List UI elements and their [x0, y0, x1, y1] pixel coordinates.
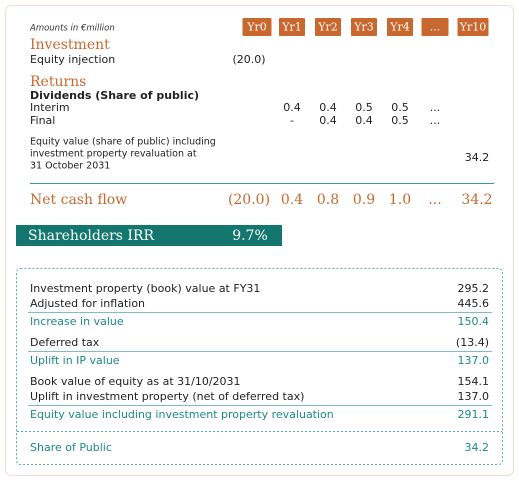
year-label: Yr3 [353, 21, 374, 34]
valuation-label: Deferred tax [30, 336, 100, 349]
valuation-label: Investment property (book) value at FY31 [30, 282, 260, 295]
valuation-label: Increase in value [30, 315, 124, 328]
note-line: investment property revaluation at [30, 149, 197, 160]
year-header [279, 18, 305, 36]
valuation-value: 154.1 [458, 375, 490, 388]
cell-value: 0.4 [355, 114, 373, 127]
irr-box [16, 225, 282, 246]
cell-value: 1.0 [389, 192, 411, 208]
subheading: Dividends (Share of public) [30, 89, 199, 102]
section-heading: Returns [30, 74, 86, 90]
valuation-value: 291.1 [458, 408, 490, 421]
valuation-label: Equity value including investment proper… [30, 408, 334, 421]
cell-value: 0.4 [319, 114, 337, 127]
valuation-value: 445.6 [458, 297, 490, 310]
cell-value: 0.8 [317, 192, 339, 208]
cell-value: 34.2 [461, 192, 492, 208]
year-label: Yr4 [389, 21, 410, 34]
valuation-value: 34.2 [465, 441, 490, 454]
section-heading: Investment [30, 37, 110, 53]
cell-value: ... [430, 114, 441, 127]
cell-value: 0.4 [319, 101, 337, 114]
cell-value: 0.4 [283, 101, 301, 114]
row-label: Interim [30, 101, 70, 114]
valuation-label: Share of Public [30, 441, 112, 454]
year-label: Yr2 [317, 21, 338, 34]
year-header [351, 18, 377, 36]
valuation-label: Uplift in investment property (net of de… [30, 390, 304, 403]
irr-label: Shareholders IRR [28, 228, 155, 244]
cell-value: (20.0) [228, 192, 270, 208]
valuation-label: Book value of equity as at 31/10/2031 [30, 375, 241, 388]
year-header [387, 18, 413, 36]
cell-value: ... [428, 192, 441, 208]
year-header [457, 18, 489, 36]
valuation-value: (13.4) [456, 336, 489, 349]
year-header [421, 18, 449, 36]
year-label: ... [430, 21, 441, 34]
valuation-label: Uplift in IP value [30, 354, 120, 367]
note-line: 31 October 2031 [30, 161, 110, 172]
cell-value: - [290, 114, 294, 127]
cell-value: (20.0) [232, 53, 265, 66]
row-label: Final [30, 114, 55, 127]
valuation-value: 137.0 [458, 354, 490, 367]
cell-value: 0.4 [281, 192, 303, 208]
cell-value: 0.5 [355, 101, 373, 114]
year-header [242, 18, 272, 36]
units-note: Amounts in €million [29, 24, 115, 34]
valuation-value: 137.0 [458, 390, 490, 403]
cell-value: 0.5 [391, 101, 409, 114]
year-label: Yr0 [246, 21, 267, 34]
valuation-frame [16, 268, 503, 465]
cell-value: 34.2 [465, 151, 490, 164]
cell-value: 0.5 [391, 114, 409, 127]
cell-value: 0.9 [353, 192, 375, 208]
year-header [315, 18, 341, 36]
cell-value: ... [430, 101, 441, 114]
note-line: Equity value (share of public) including [30, 137, 216, 148]
valuation-value: 295.2 [458, 282, 490, 295]
valuation-label: Adjusted for inflation [30, 297, 145, 310]
year-label: Yr10 [459, 21, 487, 34]
row-label: Equity injection [30, 53, 115, 66]
valuation-value: 150.4 [458, 315, 490, 328]
irr-value: 9.7% [232, 228, 268, 244]
year-label: Yr1 [281, 21, 302, 34]
net-cash-flow-label: Net cash flow [30, 192, 127, 208]
